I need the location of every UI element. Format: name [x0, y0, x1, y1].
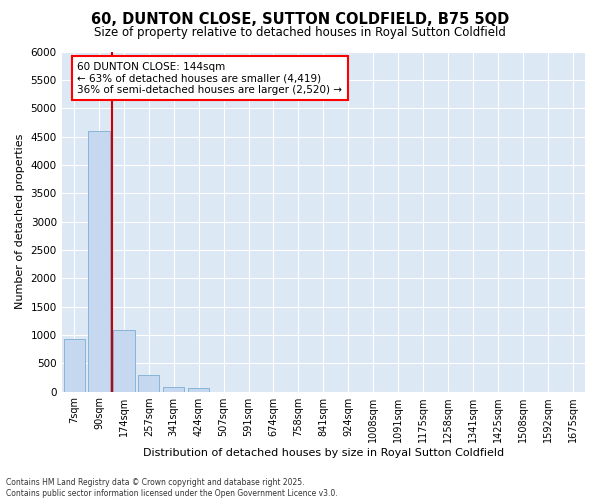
Text: Size of property relative to detached houses in Royal Sutton Coldfield: Size of property relative to detached ho…: [94, 26, 506, 39]
Text: 60 DUNTON CLOSE: 144sqm
← 63% of detached houses are smaller (4,419)
36% of semi: 60 DUNTON CLOSE: 144sqm ← 63% of detache…: [77, 62, 343, 95]
X-axis label: Distribution of detached houses by size in Royal Sutton Coldfield: Distribution of detached houses by size …: [143, 448, 504, 458]
Bar: [64, 340, 85, 392]
Bar: [163, 387, 184, 392]
Text: 60, DUNTON CLOSE, SUTTON COLDFIELD, B75 5QD: 60, DUNTON CLOSE, SUTTON COLDFIELD, B75 …: [91, 12, 509, 28]
Bar: [113, 330, 134, 392]
Bar: [188, 388, 209, 392]
Text: Contains HM Land Registry data © Crown copyright and database right 2025.
Contai: Contains HM Land Registry data © Crown c…: [6, 478, 338, 498]
Y-axis label: Number of detached properties: Number of detached properties: [15, 134, 25, 309]
Bar: [138, 375, 160, 392]
Bar: [88, 131, 110, 392]
